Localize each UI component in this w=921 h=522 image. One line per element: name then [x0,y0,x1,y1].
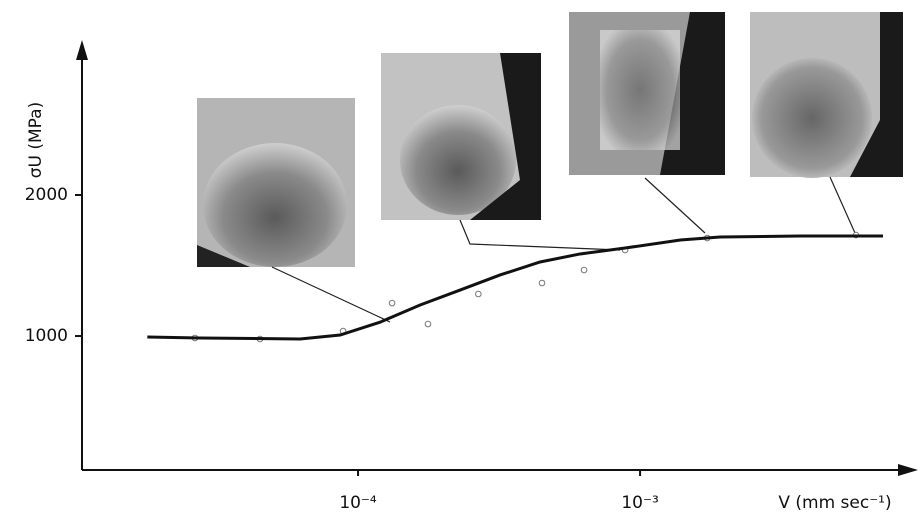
x-tick-label: 10⁻⁴ [339,493,377,513]
photo-detail [850,12,903,177]
x-axis-arrow [898,464,918,476]
data-point [388,299,396,307]
fit-curve [147,234,884,341]
leader-line [271,266,391,323]
photo-detail [600,30,680,150]
photo-detail [203,143,347,267]
y-axis-label: σU (MPa) [26,102,46,178]
data-point [580,266,588,274]
y-tick-label: 2000 [25,185,68,205]
leader-lines [271,176,856,323]
data-point [538,279,546,287]
photo-detail [470,53,541,220]
y-tick-label: 1000 [25,326,68,346]
photo-detail [197,245,250,267]
photo-detail [400,105,516,215]
leader-line [829,176,856,234]
data-point [475,290,482,298]
data-point [424,320,432,328]
leader-line [644,177,706,234]
photo-detail [752,58,872,178]
y-axis-arrow [76,40,88,60]
photos [197,12,903,267]
x-tick-label: 10⁻³ [621,493,658,513]
leader-line [459,219,621,251]
x-axis-label: V (mm sec⁻¹) [778,493,891,513]
